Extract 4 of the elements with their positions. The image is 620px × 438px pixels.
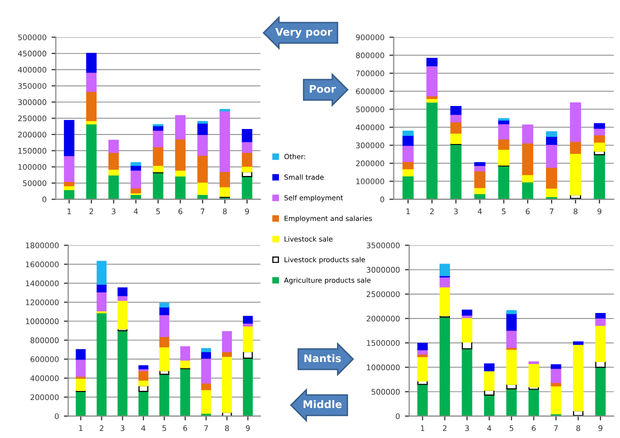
text: Nantis xyxy=(304,354,341,362)
text: Poor xyxy=(310,85,336,93)
text: Middle xyxy=(304,400,342,408)
text: Very poor xyxy=(275,28,332,38)
